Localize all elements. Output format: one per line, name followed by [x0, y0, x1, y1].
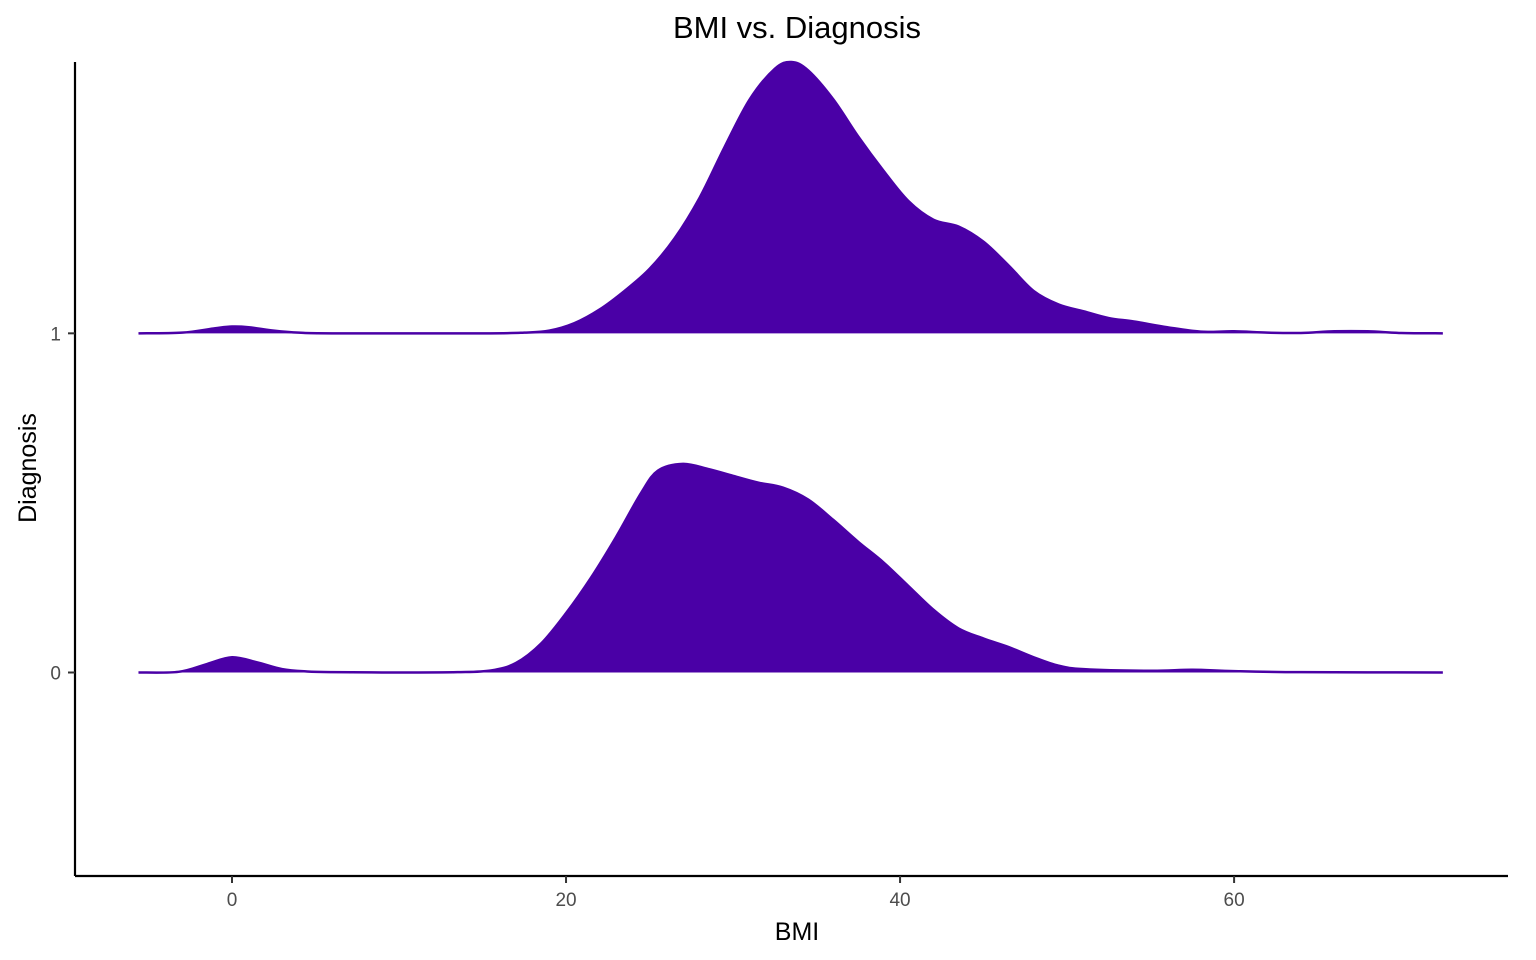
- plot-layer: [138, 60, 1443, 674]
- y-tick-label: 0: [50, 664, 61, 685]
- density-outline-0: [138, 462, 1443, 674]
- y-axis-ticks: 01: [50, 324, 75, 685]
- density-area-0: [138, 463, 1443, 673]
- y-tick-label: 1: [50, 324, 61, 345]
- x-tick-label: 60: [1224, 890, 1245, 911]
- x-axis-ticks: 0 20 40 60: [227, 876, 1245, 911]
- x-tick-label: 0: [227, 890, 238, 911]
- x-axis-title: BMI: [775, 918, 819, 946]
- x-tick-label: 40: [889, 890, 910, 911]
- density-area-1: [138, 61, 1443, 334]
- y-axis-title: Diagnosis: [14, 413, 42, 523]
- x-tick-label: 20: [555, 890, 576, 911]
- chart-title: BMI vs. Diagnosis: [673, 10, 921, 45]
- density-outline-1: [138, 60, 1443, 335]
